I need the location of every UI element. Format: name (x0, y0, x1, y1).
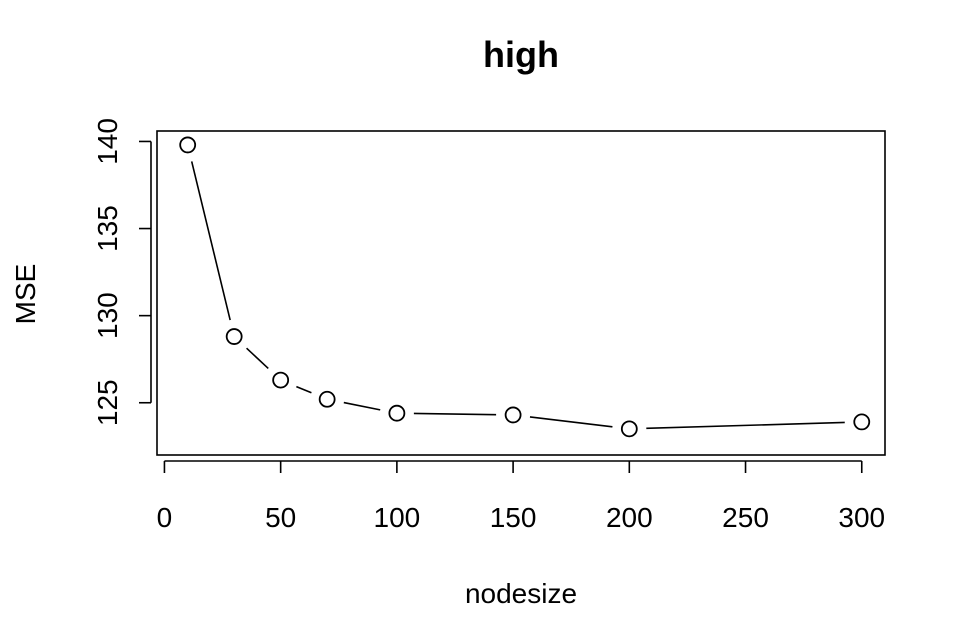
data-point (272, 371, 290, 389)
series-segment (246, 347, 269, 370)
x-axis: 0 50 100 150 200 250 300 (157, 460, 885, 533)
x-tick-label: 0 (157, 502, 173, 533)
data-point (318, 390, 336, 408)
data-point (504, 406, 522, 424)
x-tick-label: 150 (490, 502, 537, 533)
x-tick-label: 200 (606, 502, 653, 533)
x-tick-label: 50 (265, 502, 296, 533)
series-segment (296, 385, 312, 394)
x-tick-label: 100 (374, 502, 421, 533)
series-points (179, 136, 871, 438)
series-segment (646, 421, 845, 430)
data-point (225, 328, 243, 345)
data-point (388, 404, 406, 422)
data-point (179, 136, 197, 154)
y-axis-label: MSE (10, 264, 41, 325)
series-segment (529, 416, 613, 428)
chart-title: high (483, 34, 559, 75)
data-point (620, 420, 638, 438)
y-tick-label: 140 (92, 118, 123, 165)
y-axis: 125 130 135 140 (92, 118, 152, 426)
series-segment (343, 401, 381, 411)
x-axis-label: nodesize (465, 578, 577, 609)
plot-frame (156, 130, 886, 456)
data-point (853, 413, 871, 431)
y-tick-label: 130 (92, 292, 123, 339)
series-segment (190, 161, 231, 321)
y-tick-label: 135 (92, 205, 123, 252)
series-line (190, 161, 845, 430)
x-tick-label: 300 (838, 502, 885, 533)
x-tick-label: 250 (722, 502, 769, 533)
y-tick-label: 125 (92, 379, 123, 426)
series-segment (413, 412, 497, 416)
